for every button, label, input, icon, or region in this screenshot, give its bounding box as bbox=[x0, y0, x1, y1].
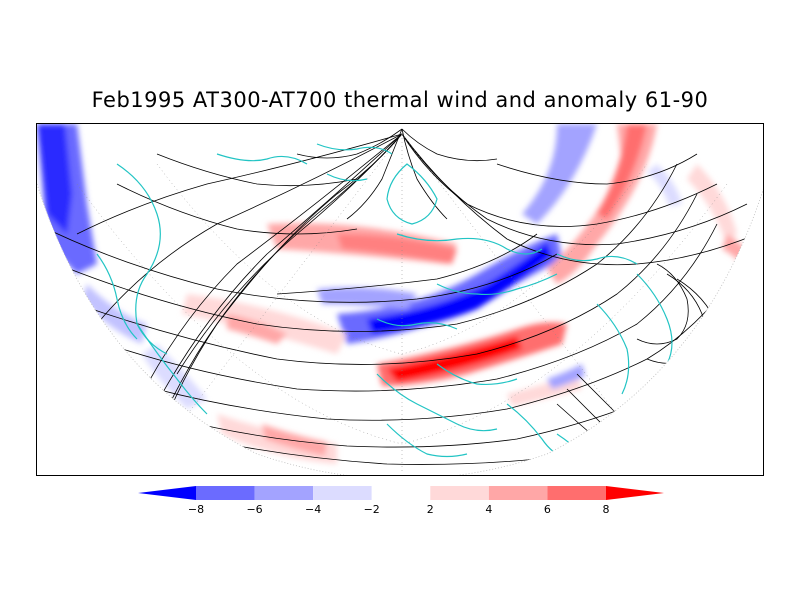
colorbar-tick-label: 8 bbox=[603, 503, 610, 516]
colorbar-swatch bbox=[430, 486, 489, 500]
colorbar-swatches bbox=[138, 486, 664, 500]
thermal-wind-map bbox=[37, 124, 763, 475]
colorbar-tick-label: −2 bbox=[364, 503, 380, 516]
colorbar-tick-label: 6 bbox=[544, 503, 551, 516]
colorbar-tick-label: 4 bbox=[485, 503, 492, 516]
map-title: Feb1995 AT300-AT700 thermal wind and ano… bbox=[91, 88, 709, 112]
colorbar-swatch bbox=[547, 486, 606, 500]
colorbar-tick-label: −8 bbox=[188, 503, 204, 516]
colorbar-swatch bbox=[371, 486, 431, 500]
colorbar-swatch bbox=[254, 486, 314, 500]
colorbar-labels: −8 −6 −4 −2 2 4 6 8 bbox=[188, 503, 610, 516]
colorbar-tick-label: 2 bbox=[427, 503, 434, 516]
anomaly-shading bbox=[37, 124, 752, 464]
colorbar-tick-label: −4 bbox=[305, 503, 321, 516]
colorbar-swatch bbox=[138, 486, 196, 500]
graticule bbox=[76, 133, 728, 474]
colorbar-swatch bbox=[313, 486, 372, 500]
colorbar: −8 −6 −4 −2 2 4 6 8 bbox=[138, 486, 664, 516]
colorbar-swatch bbox=[488, 486, 548, 500]
colorbar-swatch bbox=[606, 486, 664, 500]
colorbar-swatch bbox=[196, 486, 255, 500]
colorbar-tick-label: −6 bbox=[246, 503, 262, 516]
map-panel bbox=[36, 123, 764, 476]
